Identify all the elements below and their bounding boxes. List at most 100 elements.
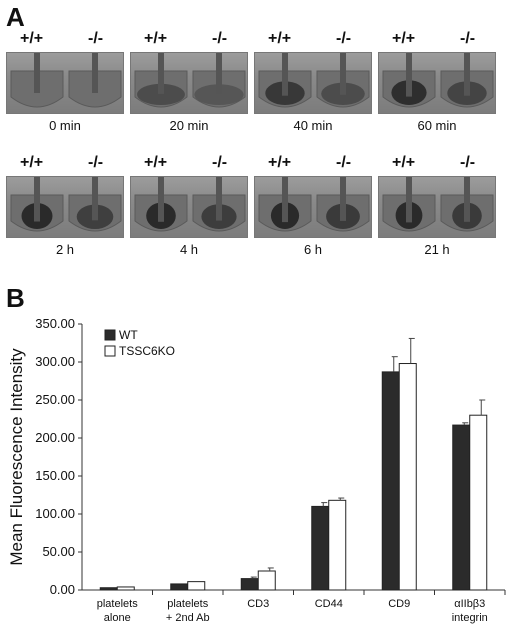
timepoint-label: 40 min [293, 118, 333, 133]
genotype-knockout-label: -/- [88, 154, 104, 171]
tube-photo [6, 52, 124, 114]
x-category-label: + 2nd Ab [166, 612, 210, 624]
glass-rod [340, 53, 346, 95]
timepoint-label: 60 min [417, 118, 457, 133]
genotype-labels: +/+ -/- [130, 154, 248, 174]
glass-rod [34, 177, 40, 222]
glass-rod [158, 177, 164, 222]
genotype-knockout-label: -/- [88, 30, 104, 47]
panel-a-letter: A [6, 2, 25, 32]
y-axis-title: Mean Fluorescence Intensity [7, 348, 26, 566]
glass-rod [464, 177, 470, 222]
glass-rod [340, 177, 346, 221]
x-category-label: platelets [97, 598, 138, 610]
genotype-knockout-label: -/- [336, 30, 352, 47]
tube-drawing [134, 53, 246, 108]
genotype-wildtype-label: +/+ [144, 30, 168, 47]
genotype-labels: +/+ -/- [254, 30, 372, 50]
glass-rod [282, 53, 288, 96]
genotype-wildtype-label: +/+ [268, 154, 292, 171]
glass-rod [34, 53, 40, 93]
genotype-wildtype-label: +/+ [268, 30, 292, 47]
tube-photo [130, 176, 248, 238]
timepoint-label: 2 h [55, 242, 75, 257]
bar-wt [170, 583, 189, 591]
bar-wt [240, 578, 259, 591]
bar-tssc6ko [328, 499, 347, 591]
x-category-label: integrin [452, 612, 488, 624]
timepoint-label: 21 h [424, 242, 450, 257]
x-category-label: platelets [167, 598, 208, 610]
tube-drawing [134, 177, 246, 232]
genotype-wildtype-label: +/+ [20, 30, 44, 47]
bar-tssc6ko [116, 586, 135, 591]
clot-mass [194, 84, 244, 105]
bar-wt [311, 505, 330, 591]
glass-rod [216, 53, 222, 94]
bar-wt [452, 424, 471, 591]
genotype-knockout-label: -/- [212, 30, 228, 47]
y-tick-label: 350.00 [35, 316, 75, 331]
bar-tssc6ko [257, 570, 276, 591]
x-category-label: CD44 [315, 598, 343, 610]
mfi-bar-chart: 0.00 50.00 100.00 150.00 200.00 250.00 300.00 3… [7, 316, 506, 624]
genotype-knockout-label: -/- [460, 154, 476, 171]
y-tick-label: 300.00 [35, 354, 75, 369]
y-tick-label: 200.00 [35, 430, 75, 445]
bar-tssc6ko [469, 414, 488, 591]
tube-drawing [382, 53, 494, 108]
genotype-wildtype-label: +/+ [20, 154, 44, 171]
y-tick-label: 250.00 [35, 392, 75, 407]
tube-photo [254, 52, 372, 114]
tube-photo [254, 176, 372, 238]
genotype-wildtype-label: +/+ [392, 154, 416, 171]
timepoint-label: 0 min [49, 118, 81, 133]
tube-drawing [10, 53, 122, 108]
genotype-labels: +/+ -/- [378, 154, 496, 174]
glass-rod [464, 53, 470, 96]
bar-tssc6ko [398, 363, 417, 591]
genotype-labels: +/+ -/- [6, 30, 124, 50]
bar-wt [381, 371, 400, 591]
legend-swatch-tssc6ko [104, 345, 116, 357]
tube-drawing [258, 177, 370, 232]
tube-photo [6, 176, 124, 238]
legend-label-wt: WT [119, 328, 138, 342]
genotype-labels: +/+ -/- [130, 30, 248, 50]
y-tick-label: 100.00 [35, 506, 75, 521]
genotype-labels: +/+ -/- [254, 154, 372, 174]
glass-rod [216, 177, 222, 221]
tube-photo [130, 52, 248, 114]
tube-photo [378, 176, 496, 238]
legend-label-tssc6ko: TSSC6KO [119, 344, 175, 358]
x-category-label: αIIbβ3 [454, 598, 485, 610]
glass-rod [92, 177, 98, 221]
legend-swatch-wt [104, 329, 116, 341]
genotype-labels: +/+ -/- [378, 30, 496, 50]
glass-rod [406, 177, 412, 223]
glass-rod [158, 53, 164, 94]
bar-tssc6ko [187, 581, 206, 591]
timepoint-label: 6 h [303, 242, 323, 257]
x-category-label: alone [104, 612, 131, 624]
bar-wt [99, 587, 118, 591]
genotype-wildtype-label: +/+ [144, 154, 168, 171]
tube-drawing [258, 53, 370, 108]
timepoint-label: 4 h [179, 242, 199, 257]
genotype-knockout-label: -/- [460, 30, 476, 47]
y-tick-label: 50.00 [42, 544, 75, 559]
glass-rod [282, 177, 288, 223]
x-category-label: CD3 [247, 598, 269, 610]
genotype-knockout-label: -/- [336, 154, 352, 171]
tube-image-grid: +/+ -/- 0 min +/+ -/- 20 min +/+ -/- 40 min +/+ -/… [6, 30, 516, 270]
genotype-wildtype-label: +/+ [392, 30, 416, 47]
tube-drawing [10, 177, 122, 232]
x-category-label: CD9 [388, 598, 410, 610]
tube-photo [378, 52, 496, 114]
y-tick-label: 0.00 [50, 582, 75, 597]
glass-rod [406, 53, 412, 97]
y-tick-label: 150.00 [35, 468, 75, 483]
panel-b-letter: B [6, 283, 25, 313]
genotype-knockout-label: -/- [212, 154, 228, 171]
glass-rod [92, 53, 98, 93]
